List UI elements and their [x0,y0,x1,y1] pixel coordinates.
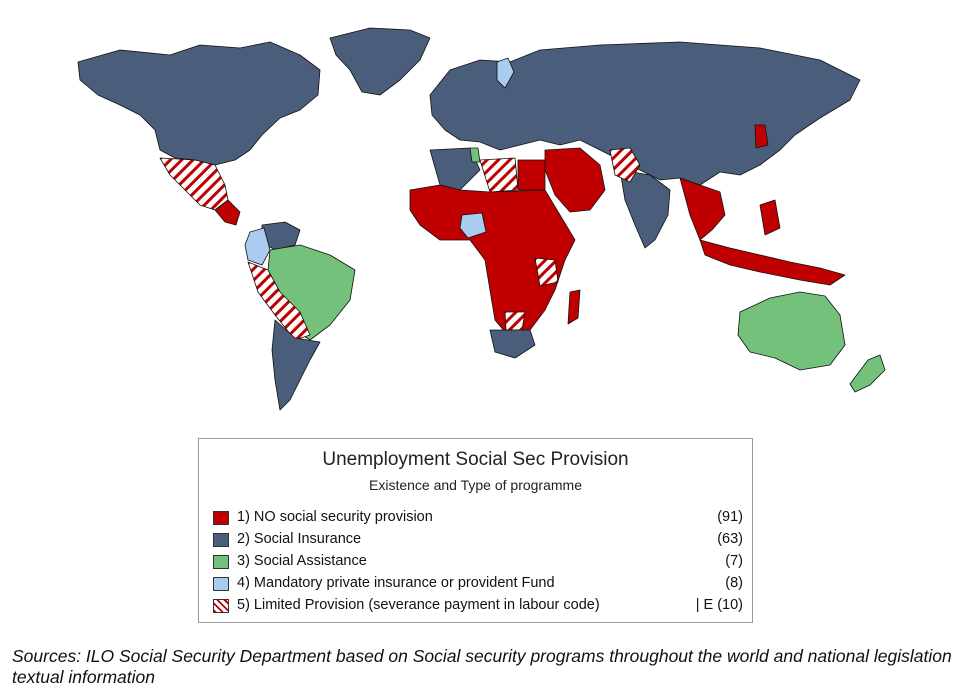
legend-subtitle: Existence and Type of programme [369,477,582,493]
legend-label: 2) Social Insurance [237,531,362,547]
region-indonesia [699,239,846,286]
region-eurasia [429,41,861,186]
region-tanzania [534,257,559,287]
legend-count: | E (10) [695,597,743,613]
region-korea [754,124,769,149]
region-pakistan [609,147,641,183]
region-colombia [244,227,271,266]
region-zimbabwe [504,311,526,331]
region-southern-cone [271,319,321,411]
legend-item-social-insurance: 2) Social Insurance (63) [213,531,743,551]
region-sweden [496,57,515,89]
region-madagascar [567,289,581,325]
legend-swatch-hatched [213,599,229,613]
region-south-africa [489,329,536,359]
region-mexico [159,157,229,211]
legend-label: 4) Mandatory private insurance or provid… [237,575,555,591]
legend-item-no-provision: 1) NO social security provision (91) [213,509,743,529]
map-legend: Unemployment Social Sec Provision Existe… [198,438,753,623]
region-nigeria [459,212,487,239]
legend-count: (63) [717,531,743,547]
region-new-zealand [849,354,886,393]
legend-swatch [213,555,229,569]
region-peru-bolivia [247,261,311,341]
legend-item-social-assistance: 3) Social Assistance (7) [213,553,743,573]
legend-count: (7) [725,553,743,569]
region-arabia [544,147,606,213]
legend-swatch [213,511,229,525]
region-australia [737,291,846,371]
region-africa [409,184,576,339]
legend-count: (8) [725,575,743,591]
legend-title: Unemployment Social Sec Provision [322,449,629,470]
region-southeast-asia [679,177,726,241]
source-note: Sources: ILO Social Security Department … [12,646,952,687]
legend-swatch [213,533,229,547]
legend-label: 5) Limited Provision (severance payment … [237,597,600,613]
region-libya [479,157,519,193]
legend-swatch [213,577,229,591]
legend-item-private-insurance: 4) Mandatory private insurance or provid… [213,575,743,595]
legend-label: 3) Social Assistance [237,553,367,569]
region-philippines [759,199,781,236]
region-north-africa [429,147,481,191]
region-india [619,169,671,249]
region-central-america [214,199,241,226]
world-map [77,27,886,411]
region-tunisia [469,147,481,163]
region-greenland [329,27,431,96]
legend-item-limited-provision: 5) Limited Provision (severance payment … [213,597,743,617]
region-egypt [517,159,546,191]
legend-label: 1) NO social security provision [237,509,433,525]
region-north-america [77,41,321,166]
legend-count: (91) [717,509,743,525]
